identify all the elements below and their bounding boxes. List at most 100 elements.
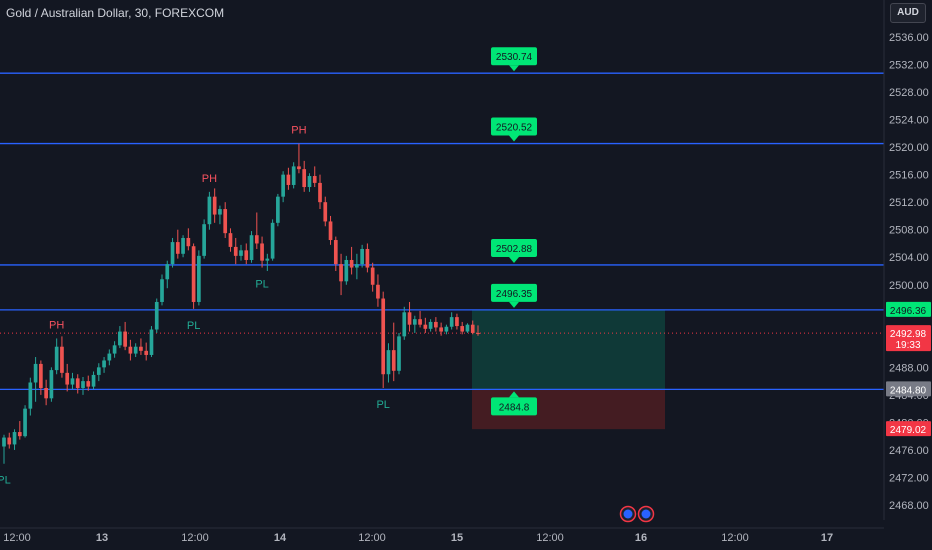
candle-body	[333, 240, 338, 265]
profit-zone[interactable]	[472, 309, 665, 390]
candle-body	[386, 350, 391, 375]
level-pointer	[509, 391, 519, 398]
candle-body	[60, 346, 64, 373]
candle-body	[444, 326, 449, 332]
candle-body	[91, 374, 96, 387]
candle-body	[460, 326, 465, 332]
time-tick-label: 12:00	[358, 532, 386, 544]
candle-body	[360, 248, 364, 265]
candle-body	[470, 324, 475, 333]
price-tick-label: 2512.00	[889, 197, 929, 209]
candle-body	[191, 246, 196, 302]
candle-body	[328, 221, 333, 241]
candle-body	[286, 174, 291, 185]
candle-body	[149, 329, 154, 355]
candle-body	[39, 363, 43, 388]
price-axis[interactable]: 2536.00 2532.00 2528.00 2524.00 2520.00 2516.…	[883, 0, 929, 520]
candle-body	[323, 202, 328, 222]
price-tag	[886, 301, 931, 317]
candle-body	[86, 381, 91, 387]
candle-body	[339, 264, 343, 282]
candle-body	[54, 346, 59, 371]
candle-body	[297, 166, 301, 170]
candle-body	[160, 279, 164, 302]
pivot-high-label: PH	[202, 173, 217, 185]
price-tick-label: 2536.00	[889, 32, 929, 44]
candle-body	[455, 317, 459, 327]
candle-body	[96, 367, 101, 375]
candle-body	[265, 258, 270, 261]
candle-body	[23, 408, 27, 437]
candle-body	[465, 324, 470, 332]
candle-body	[402, 312, 407, 337]
price-tick-label: 2500.00	[889, 280, 929, 292]
level-price-label: 2530.74	[496, 52, 533, 63]
candle-body	[239, 250, 243, 256]
candle-body	[202, 224, 206, 256]
level-pointer	[509, 65, 519, 72]
price-tick-label: 2516.00	[889, 170, 929, 182]
candle-body	[381, 298, 386, 375]
price-tick-label: 2528.00	[889, 87, 929, 99]
candle-body	[244, 250, 249, 260]
candle-body	[302, 169, 307, 188]
candle-body	[307, 176, 312, 188]
price-tick-label: 2504.00	[889, 252, 929, 264]
candle-body	[281, 174, 285, 197]
candle-body	[7, 437, 12, 445]
candle-body	[175, 242, 180, 254]
candle-body	[186, 237, 191, 247]
pivot-low-label: PL	[376, 399, 389, 411]
time-axis[interactable]: 12:00 13 12:00 14 12:00 15 12:00 16 12:00 17	[0, 527, 884, 544]
time-tick-label: 16	[635, 532, 647, 544]
candle-body	[355, 264, 359, 268]
candle-body	[218, 209, 222, 215]
price-tick-label: 2524.00	[889, 115, 929, 127]
level-price-label: 2520.52	[496, 123, 533, 134]
candle-body	[439, 327, 443, 332]
candle-body	[397, 336, 401, 371]
time-tick-label: 14	[274, 532, 287, 544]
candle-body	[260, 243, 264, 261]
level-price-box[interactable]	[491, 47, 537, 66]
price-tag-label: 2492.98	[890, 329, 927, 340]
level-price-box[interactable]	[491, 397, 537, 416]
level-pointer	[509, 301, 519, 308]
candle-body	[365, 248, 370, 268]
candle-body	[228, 233, 233, 247]
candle-body	[223, 209, 228, 234]
candle-body	[144, 350, 149, 355]
flag-icon	[623, 509, 633, 519]
price-tick-label: 2472.00	[889, 472, 929, 484]
time-tick-label: 15	[451, 532, 463, 544]
candle-body	[165, 264, 170, 280]
pivot-high-label: PH	[291, 125, 306, 137]
countdown-label: 19:33	[895, 340, 920, 351]
price-tick-label: 2488.00	[889, 362, 929, 374]
candle-body	[139, 346, 143, 351]
time-tick-label: 12:00	[181, 532, 209, 544]
time-tick-label: 12:00	[721, 532, 749, 544]
candle-body	[49, 370, 54, 399]
candle-body	[476, 332, 480, 334]
candle-body	[207, 196, 212, 225]
price-tag-label: 2484.80	[890, 385, 927, 396]
candle-body	[376, 284, 380, 299]
candle-body	[344, 259, 349, 282]
level-price-box[interactable]	[491, 238, 537, 257]
candle-body	[434, 321, 438, 328]
pivot-low-label: PL	[187, 320, 200, 332]
candle-body	[154, 301, 159, 330]
candle-body	[107, 353, 112, 361]
price-tick-label: 2520.00	[889, 142, 929, 154]
level-price-box[interactable]	[491, 283, 537, 302]
price-tick-label: 2532.00	[889, 60, 929, 72]
chart-title: Gold / Australian Dollar, 30, FOREXCOM	[6, 6, 225, 20]
level-price-box[interactable]	[491, 117, 537, 136]
currency-button[interactable]: AUD	[890, 3, 926, 23]
level-price-label: 2484.8	[499, 402, 530, 413]
candle-body	[449, 317, 454, 327]
price-tick-label: 2508.00	[889, 225, 929, 237]
pivot-low-label: PL	[255, 279, 268, 291]
